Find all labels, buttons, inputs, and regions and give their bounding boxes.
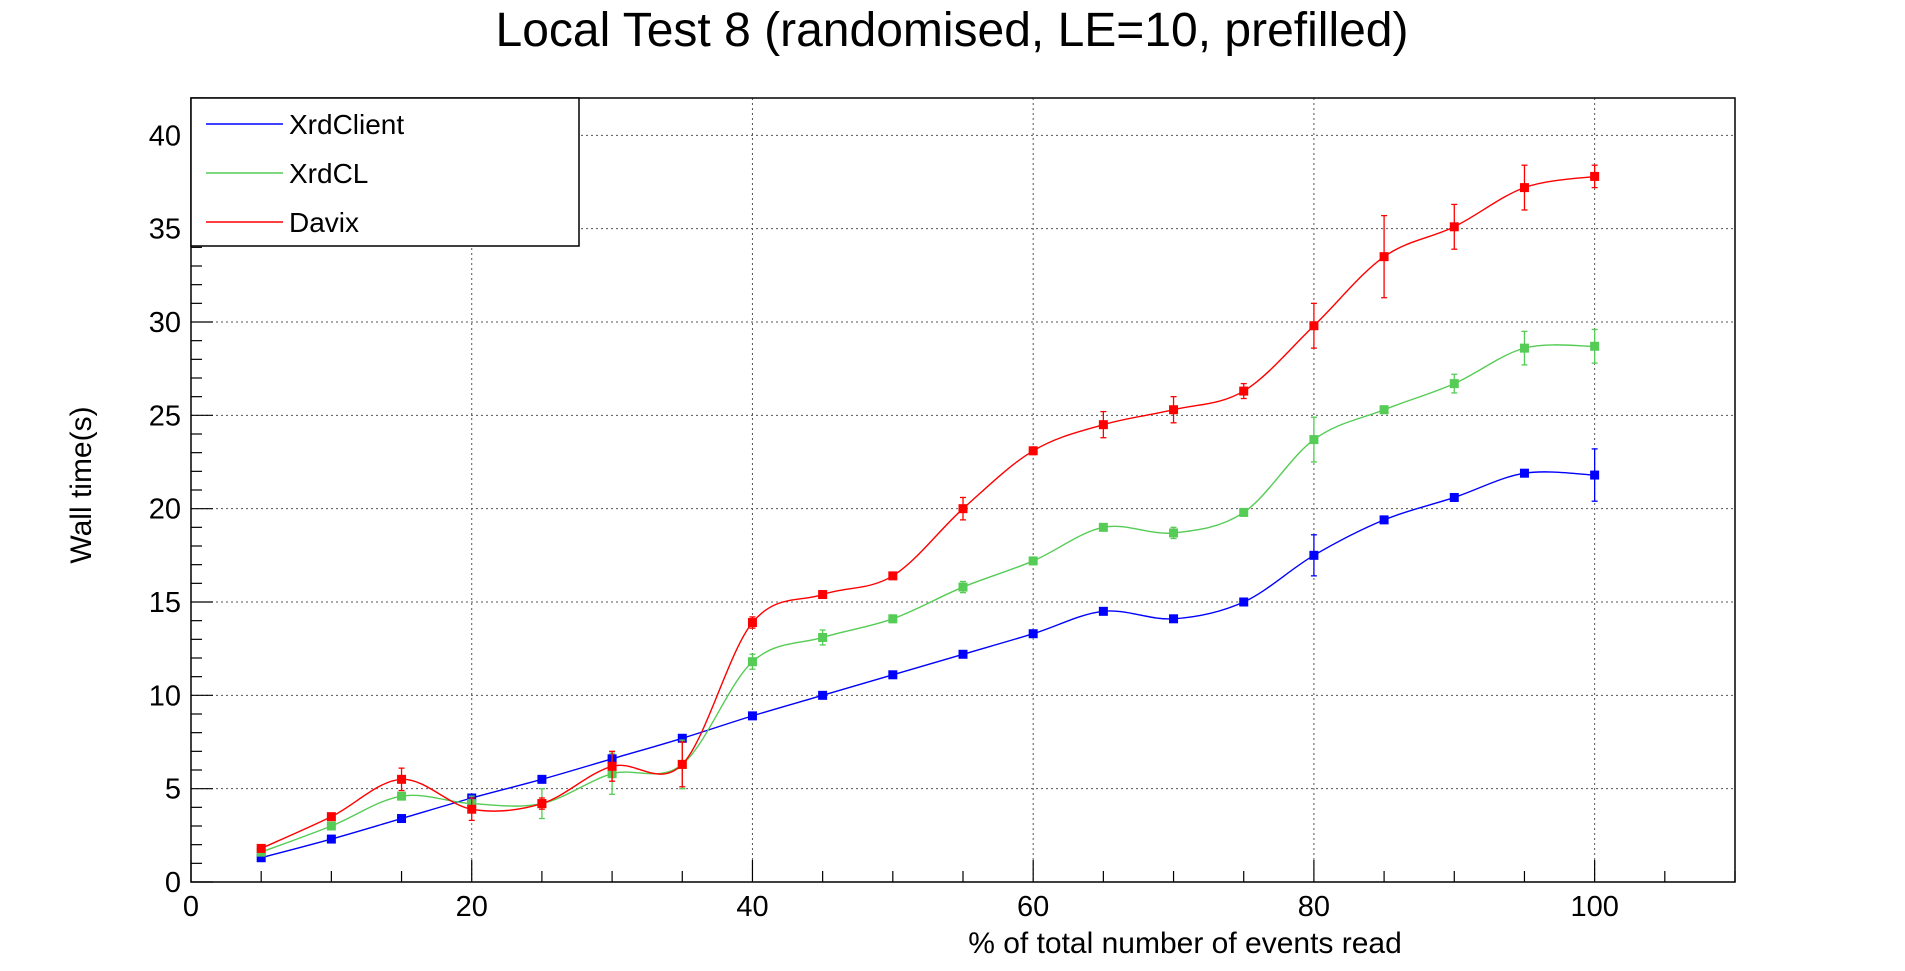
series-line-davix [260,175,1595,850]
data-point-xrdcl [888,614,898,624]
data-point-xrdcl [326,821,336,831]
data-point-davix [747,618,757,628]
legend-label-xrdclient: XrdClient [289,109,404,140]
data-point-xrdclient [326,834,336,844]
data-point-xrdclient [1028,629,1038,639]
x-tick-label: 0 [183,891,199,923]
data-point-davix [1309,321,1319,331]
data-point-davix [1590,171,1600,181]
data-point-davix [677,759,687,769]
data-point-xrdcl [958,582,968,592]
y-tick-label: 30 [149,307,181,339]
data-point-xrdclient [1098,606,1108,616]
y-tick-label: 25 [149,400,181,432]
data-point-davix [1028,446,1038,456]
data-point-xrdclient [537,774,547,784]
data-point-xrdclient [1590,470,1600,480]
data-point-xrdcl [1449,379,1459,389]
series-davix [256,164,1600,853]
data-point-davix [1239,386,1249,396]
data-point-xrdclient [1169,614,1179,624]
data-point-xrdcl [1309,435,1319,445]
data-point-xrdclient [1239,597,1249,607]
data-point-xrdcl [1519,343,1529,353]
legend-label-davix: Davix [289,207,359,238]
data-point-xrdclient [1449,492,1459,502]
data-point-xrdcl [1590,341,1600,351]
data-point-davix [1169,405,1179,415]
data-point-xrdclient [747,711,757,721]
data-point-xrdcl [397,791,407,801]
y-tick-label: 20 [149,494,181,526]
data-point-davix [467,804,477,814]
data-point-davix [326,812,336,822]
data-point-davix [607,761,617,771]
series-layer [256,164,1600,863]
data-point-xrdclient [1309,550,1319,560]
series-line-xrdcl [260,344,1595,853]
y-tick-label: 15 [149,587,181,619]
data-point-xrdclient [256,853,266,863]
y-tick-label: 5 [165,774,181,806]
data-point-davix [256,843,266,853]
data-point-davix [537,799,547,809]
data-point-xrdcl [747,657,757,667]
x-tick-label: 100 [1570,891,1618,923]
y-axis-label: Wall time(s) [65,406,98,563]
data-point-davix [888,571,898,581]
legend: XrdClient XrdCL Davix [190,97,580,247]
legend-label-xrdcl: XrdCL [289,158,368,189]
data-point-xrdclient [958,649,968,659]
data-point-davix [958,504,968,514]
data-point-davix [818,590,828,600]
data-point-davix [1519,183,1529,193]
x-axis-label: % of total number of events read [968,927,1402,960]
data-point-xrdcl [1028,556,1038,566]
data-point-xrdclient [397,814,407,824]
data-point-xrdcl [1239,507,1249,517]
chart-title: Local Test 8 (randomised, LE=10, prefill… [496,4,1409,57]
y-tick-label: 40 [149,120,181,152]
x-tick-label: 60 [1017,891,1049,923]
y-tick-label: 35 [149,214,181,246]
data-point-xrdclient [818,690,828,700]
data-point-davix [1098,420,1108,430]
x-tick-label: 80 [1298,891,1330,923]
data-point-xrdclient [677,733,687,743]
x-tick-label: 20 [456,891,488,923]
data-point-davix [1449,222,1459,232]
data-point-xrdcl [1379,405,1389,415]
axis-ticks: 0 20 40 60 80 100 0 5 10 15 20 25 30 35 40 [149,97,1736,923]
x-tick-label: 40 [736,891,768,923]
y-tick-label: 10 [149,680,181,712]
data-point-davix [397,774,407,784]
data-point-xrdcl [1098,522,1108,532]
series-line-xrdclient [261,471,1595,859]
data-point-xrdclient [1379,515,1389,525]
data-point-xrdclient [888,670,898,680]
data-point-xrdclient [1519,468,1529,478]
data-point-davix [1379,252,1389,262]
data-point-xrdcl [818,632,828,642]
y-tick-label: 0 [165,867,181,899]
data-point-xrdcl [1169,528,1179,538]
